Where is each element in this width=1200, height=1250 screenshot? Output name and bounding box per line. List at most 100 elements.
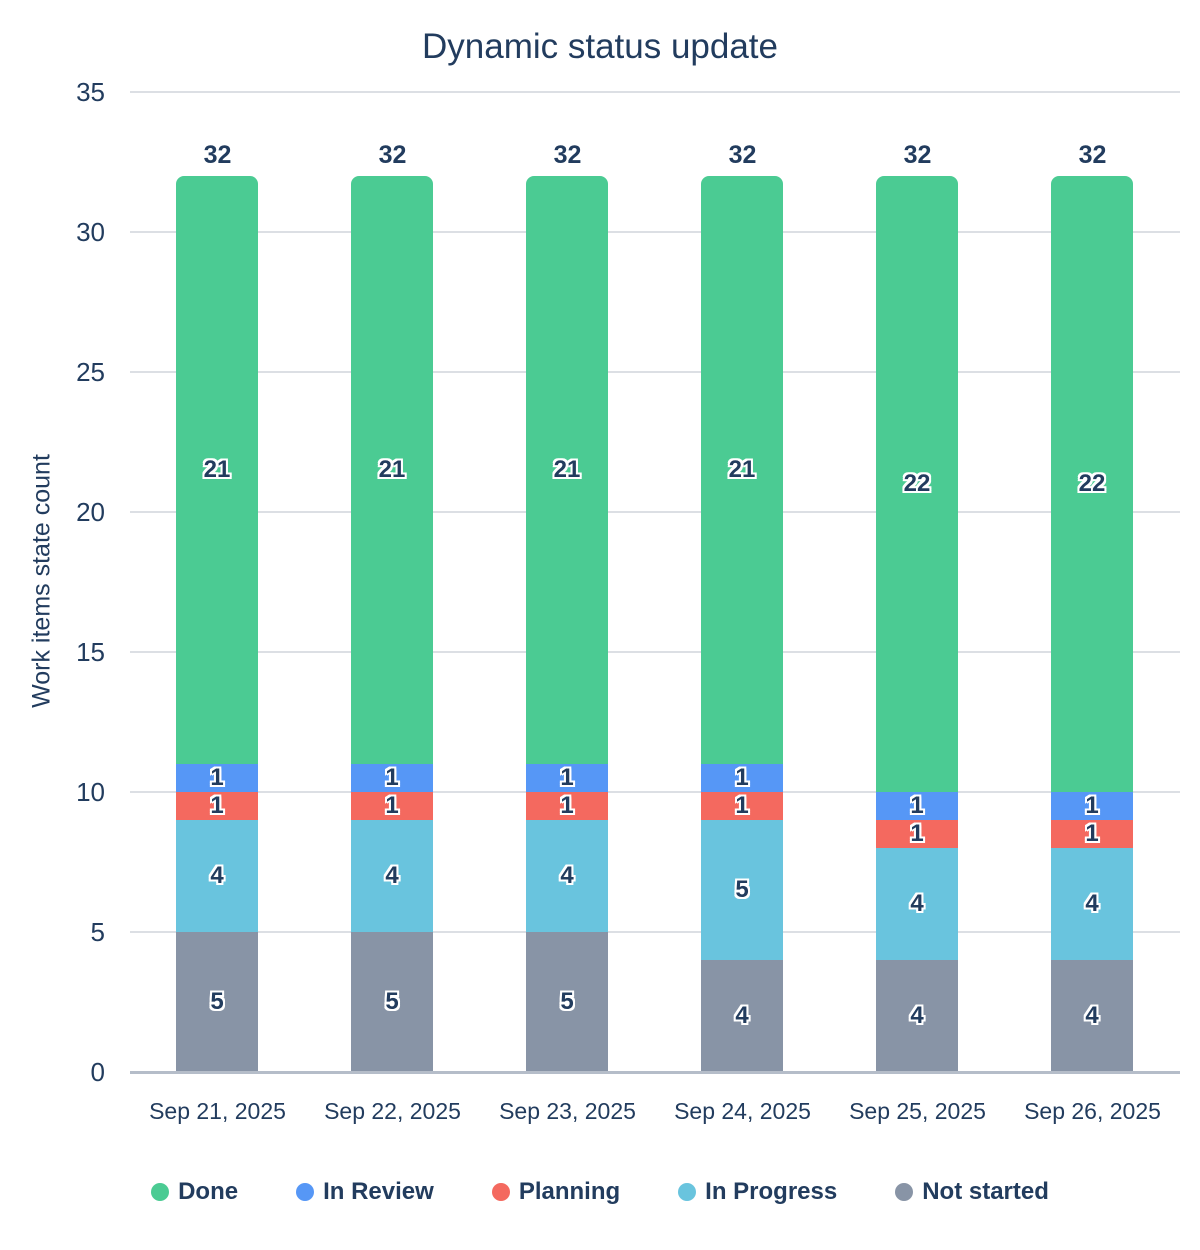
segment-in-review[interactable]: 1 (876, 792, 958, 820)
segment-planning[interactable]: 1 (176, 792, 258, 820)
segment-value-label: 1 (735, 792, 749, 819)
segment-in-progress[interactable]: 4 (876, 848, 958, 960)
segment-done[interactable]: 21 (351, 176, 433, 764)
segment-value-label: 1 (910, 792, 924, 819)
y-tick-label-30: 30 (76, 217, 105, 247)
total-label: 32 (728, 141, 757, 169)
segment-planning[interactable]: 1 (1051, 820, 1133, 848)
segment-in-progress[interactable]: 4 (176, 820, 258, 932)
x-axis-label-2: Sep 22, 2025 (324, 1098, 461, 1124)
total-label: 32 (1078, 141, 1107, 169)
gridline-y-35 (130, 91, 1180, 93)
legend-item-done[interactable]: Done (151, 1180, 238, 1204)
segment-in-review[interactable]: 1 (1051, 792, 1133, 820)
segment-value-label: 4 (1085, 890, 1099, 917)
gridline-y-25 (130, 371, 1180, 373)
segment-not-started[interactable]: 4 (1051, 960, 1133, 1072)
segment-in-review[interactable]: 1 (351, 764, 433, 792)
legend-dot-icon (895, 1183, 914, 1201)
legend-item-in-progress[interactable]: In Progress (678, 1180, 837, 1204)
x-axis-label-5: Sep 25, 2025 (849, 1098, 986, 1124)
y-tick-label-15: 15 (76, 637, 105, 667)
segment-value-label: 4 (210, 862, 224, 889)
segment-planning[interactable]: 1 (526, 792, 608, 820)
bar-3: 5 4 1 1 21 32 (480, 92, 655, 1072)
segment-value-label: 4 (385, 862, 399, 889)
legend-label: Done (178, 1178, 239, 1205)
gridline-y-5 (130, 931, 1180, 933)
segment-value-label: 1 (1085, 820, 1099, 847)
segment-planning[interactable]: 1 (351, 792, 433, 820)
segment-value-label: 1 (1085, 792, 1099, 819)
legend-item-planning[interactable]: Planning (491, 1178, 621, 1205)
segment-done[interactable]: 21 (176, 176, 258, 764)
x-axis-label-3: Sep 23, 2025 (499, 1098, 636, 1124)
segment-not-started[interactable]: 5 (351, 932, 433, 1072)
segment-value-label: 5 (735, 876, 749, 903)
chart-title: Dynamic status update (421, 27, 778, 66)
segment-value-label: 1 (210, 792, 224, 819)
segment-value-label: 1 (735, 764, 749, 791)
segment-value-label: 21 (378, 456, 406, 483)
y-tick-label-10: 10 (76, 777, 105, 807)
segment-value-label: 1 (560, 764, 574, 791)
legend-label: Not started (922, 1178, 1049, 1205)
segment-in-progress[interactable]: 4 (526, 820, 608, 932)
segment-value-label: 21 (728, 456, 756, 483)
y-tick-label-35: 35 (76, 77, 105, 107)
legend-dot-icon (678, 1183, 697, 1201)
segment-in-review[interactable]: 1 (701, 764, 783, 792)
bar-5: 4 4 1 1 22 32 (830, 92, 1005, 1072)
segment-not-started[interactable]: 4 (876, 960, 958, 1072)
segment-planning[interactable]: 1 (701, 792, 783, 820)
legend-label: Planning (518, 1178, 621, 1205)
gridline-y-30 (130, 231, 1180, 233)
segment-done[interactable]: 22 (1051, 176, 1133, 792)
segment-value-label: 4 (910, 890, 924, 917)
x-axis-label-1: Sep 21, 2025 (149, 1098, 286, 1124)
segment-value-label: 5 (560, 988, 574, 1015)
bar-2: 5 4 1 1 21 32 (305, 92, 480, 1072)
segment-value-label: 1 (560, 792, 574, 819)
segment-planning[interactable]: 1 (876, 820, 958, 848)
segment-in-progress[interactable]: 4 (1051, 848, 1133, 960)
plot-area: 5 4 1 1 21 32 5 4 1 1 21 32 5 4 1 1 21 32 4 5 1 1 21 32 4 4 1 1 22 32… (130, 91, 1180, 1074)
segment-value-label: 5 (210, 988, 224, 1015)
y-tick-label-20: 20 (76, 497, 105, 527)
x-axis-label-6: Sep 26, 2025 (1024, 1098, 1161, 1124)
segment-done[interactable]: 21 (701, 176, 783, 764)
gridline-y-20 (130, 511, 1180, 513)
y-axis-ticks: 0 5 10 15 20 25 30 35 (20, 79, 105, 1085)
segment-not-started[interactable]: 5 (526, 932, 608, 1072)
total-label: 32 (553, 141, 582, 169)
legend-item-not-started[interactable]: Not started (895, 1180, 1049, 1204)
x-axis-line (130, 1071, 1180, 1074)
legend-item-in-review[interactable]: In Review (296, 1180, 434, 1204)
segment-in-progress[interactable]: 4 (351, 820, 433, 932)
segment-not-started[interactable]: 4 (701, 960, 783, 1072)
segment-done[interactable]: 21 (526, 176, 608, 764)
legend-label: In Review (323, 1178, 434, 1205)
bar-1: 5 4 1 1 21 32 (130, 92, 305, 1072)
segment-not-started[interactable]: 5 (176, 932, 258, 1072)
segment-in-review[interactable]: 1 (176, 764, 258, 792)
bar-6: 4 4 1 1 22 32 (1005, 92, 1180, 1072)
x-axis-labels: Sep 21, 2025 Sep 22, 2025 Sep 23, 2025 Sep … (130, 1098, 1180, 1134)
y-tick-label-5: 5 (90, 917, 105, 947)
segment-value-label: 4 (560, 862, 574, 889)
segment-value-label: 21 (553, 456, 581, 483)
x-axis-label-4: Sep 24, 2025 (674, 1098, 811, 1124)
gridline-y-15 (130, 651, 1180, 653)
segment-done[interactable]: 22 (876, 176, 958, 792)
y-tick-label-0: 0 (90, 1057, 105, 1087)
segment-value-label: 1 (210, 764, 224, 791)
segment-in-review[interactable]: 1 (526, 764, 608, 792)
segment-value-label: 4 (910, 1002, 924, 1029)
legend-dot-icon (296, 1183, 315, 1201)
bar-4: 4 5 1 1 21 32 (655, 92, 830, 1072)
y-tick-label-25: 25 (76, 357, 105, 387)
segment-value-label: 22 (903, 470, 931, 497)
segment-in-progress[interactable]: 5 (701, 820, 783, 960)
segment-value-label: 4 (735, 1002, 749, 1029)
